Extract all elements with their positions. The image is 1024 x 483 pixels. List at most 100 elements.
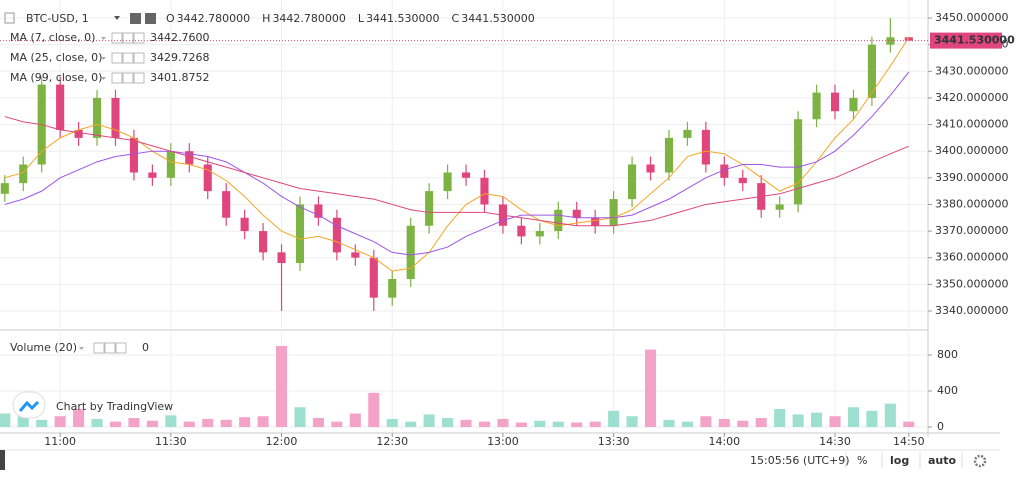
footer-auto[interactable]: auto bbox=[928, 454, 957, 467]
header-icon[interactable] bbox=[130, 13, 141, 24]
candle-body bbox=[554, 209, 563, 232]
volume-bar bbox=[405, 421, 417, 428]
candle-body bbox=[148, 172, 157, 178]
volume-bar bbox=[589, 421, 601, 428]
candle-body bbox=[480, 177, 489, 205]
legend-icon[interactable] bbox=[111, 32, 123, 44]
volume-bar bbox=[36, 419, 48, 428]
volume-bar bbox=[349, 413, 361, 428]
volume-bar bbox=[220, 419, 232, 428]
legend-name: MA (7, close, 0) bbox=[10, 31, 95, 44]
volume-bar bbox=[165, 415, 177, 428]
volume-bar bbox=[608, 410, 620, 428]
legend-icon[interactable] bbox=[111, 72, 123, 84]
candle-body bbox=[277, 252, 286, 264]
x-tick-label: 13:00 bbox=[487, 435, 519, 448]
candle-body bbox=[517, 225, 526, 237]
candle-body bbox=[886, 37, 895, 45]
candle-body bbox=[683, 129, 692, 138]
candle-body bbox=[369, 257, 378, 298]
candle-body bbox=[203, 164, 212, 192]
volume-bar bbox=[73, 409, 85, 428]
candle-body bbox=[314, 204, 323, 218]
dropdown-arrow[interactable] bbox=[101, 37, 106, 40]
watermark[interactable]: Chart by TradingView bbox=[56, 400, 173, 413]
header-icon[interactable] bbox=[145, 13, 156, 24]
legend-icon[interactable] bbox=[122, 32, 134, 44]
volume-bar bbox=[644, 349, 657, 428]
candle-body bbox=[628, 164, 637, 200]
volume-bar bbox=[755, 418, 767, 428]
volume-bar bbox=[497, 418, 509, 428]
legend-icon[interactable] bbox=[122, 52, 134, 64]
y-tick-label: 3400.000000 bbox=[935, 144, 1008, 157]
volume-bar bbox=[626, 416, 638, 428]
volume-bar bbox=[239, 417, 251, 428]
legend-icon[interactable] bbox=[133, 52, 145, 64]
last-price-tag bbox=[930, 32, 1002, 49]
y-tick-label: 3340.000000 bbox=[935, 304, 1008, 317]
candle-body bbox=[794, 119, 803, 205]
candle-body bbox=[664, 137, 674, 173]
x-tick-label: 14:50 bbox=[893, 435, 925, 448]
volume-bar bbox=[515, 422, 527, 428]
volume-bar bbox=[146, 420, 158, 428]
y-tick-label: 3360.000000 bbox=[935, 251, 1008, 264]
candle-body bbox=[56, 84, 65, 130]
dropdown-arrow[interactable] bbox=[114, 16, 120, 20]
candle-body bbox=[775, 204, 784, 210]
legend-icon[interactable] bbox=[133, 32, 145, 44]
ohlc-key: H bbox=[262, 12, 270, 25]
y-tick-label: 3380.000000 bbox=[935, 197, 1008, 210]
x-tick-label: 11:00 bbox=[44, 435, 76, 448]
candle-body bbox=[572, 209, 581, 218]
volume-bar bbox=[331, 421, 343, 428]
candle-body bbox=[720, 164, 729, 178]
candle-body bbox=[535, 231, 544, 237]
candle-body bbox=[351, 252, 360, 258]
volume-bar bbox=[368, 392, 380, 428]
y-tick-label: 800 bbox=[937, 348, 958, 361]
ohlc-value: 3442.780000 bbox=[272, 12, 345, 25]
candle-body bbox=[332, 217, 341, 253]
collapse-icon[interactable] bbox=[4, 12, 15, 24]
y-tick-label: 400 bbox=[937, 384, 958, 397]
legend-icon[interactable] bbox=[133, 72, 145, 84]
y-tick-label: 0 bbox=[937, 420, 944, 433]
ohlc-value: 3442.780000 bbox=[177, 12, 250, 25]
legend-icon[interactable] bbox=[115, 342, 127, 354]
volume-bar bbox=[312, 418, 324, 428]
candle-body bbox=[74, 129, 83, 138]
candle-body bbox=[591, 217, 600, 226]
legend-icon[interactable] bbox=[104, 342, 116, 354]
ma-line bbox=[4, 71, 910, 256]
legend-icon[interactable] bbox=[93, 342, 105, 354]
dropdown-arrow[interactable] bbox=[79, 347, 84, 350]
legend-icon[interactable] bbox=[111, 52, 123, 64]
volume-bar bbox=[109, 421, 122, 428]
legend-value: 3401.8752 bbox=[150, 71, 210, 84]
volume-bar bbox=[681, 421, 693, 428]
legend-value: 3442.7600 bbox=[150, 31, 210, 44]
volume-bar bbox=[718, 418, 730, 428]
volume-bar bbox=[0, 413, 11, 428]
volume-bar bbox=[534, 420, 546, 428]
dropdown-arrow[interactable] bbox=[101, 57, 106, 60]
candle-body bbox=[849, 97, 858, 112]
y-tick-label: 3350.000000 bbox=[935, 277, 1008, 290]
ohlc-value: 3441.530000 bbox=[366, 12, 439, 25]
volume-bar bbox=[478, 421, 491, 428]
candle-body bbox=[609, 199, 618, 226]
legend-icon[interactable] bbox=[122, 72, 134, 84]
footer-log[interactable]: log bbox=[890, 454, 909, 467]
legend-value: 3429.7268 bbox=[150, 51, 210, 64]
settings-gear[interactable] bbox=[973, 454, 987, 468]
candle-body bbox=[443, 172, 452, 192]
footer-percent[interactable]: % bbox=[857, 454, 867, 467]
volume-bar bbox=[663, 419, 675, 428]
candle-body bbox=[388, 279, 397, 298]
legend-name: MA (99, close, 0) bbox=[10, 71, 102, 84]
candle-body bbox=[738, 177, 747, 184]
dropdown-arrow[interactable] bbox=[101, 77, 106, 80]
volume-bar bbox=[202, 418, 214, 428]
